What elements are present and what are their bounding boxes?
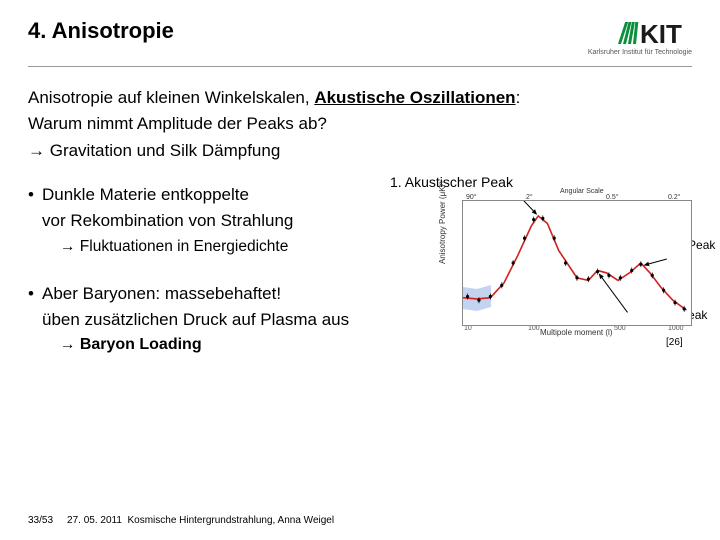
chart-ref: [26] xyxy=(666,337,683,348)
intro-line3: → Gravitation und Silk Dämpfung xyxy=(28,138,692,164)
bullet2-sub-bold: Baryon Loading xyxy=(80,336,202,353)
y-axis-label: Anisotropy Power (μK²) xyxy=(438,181,447,264)
bullet-marker: • xyxy=(28,281,42,307)
intro-line1-pre: Anisotropie auf kleinen Winkelskalen, xyxy=(28,88,314,107)
slide-footer: 33/53 27. 05. 2011 Kosmische Hintergrunds… xyxy=(28,515,334,526)
kit-logo: KIT Karlsruher Institut für Technologie xyxy=(588,18,692,56)
logo-subtitle: Karlsruher Institut für Technologie xyxy=(588,49,692,56)
intro-line1-post: : xyxy=(516,88,521,107)
x-axis-label: Multipole moment (l) xyxy=(540,328,612,337)
peak1-label: 1. Akustischer Peak xyxy=(390,174,513,190)
cmb-power-spectrum-chart: 1. Akustischer Peak 3. Akustischer Peak … xyxy=(440,180,698,350)
chart-svg xyxy=(463,201,691,325)
intro-line1-bold: Akustische Oszillationen xyxy=(314,88,515,107)
intro-line2: Warum nimmt Amplitude der Peaks ab? xyxy=(28,111,692,137)
top-axis-title: Angular Scale xyxy=(560,188,604,195)
bullet-marker: • xyxy=(28,182,42,208)
svg-text:KIT: KIT xyxy=(640,19,682,48)
page-number: 33/53 xyxy=(28,515,53,526)
bullet2-sub-arrow: → xyxy=(60,336,80,353)
slide-title: 4. Anisotropie xyxy=(28,18,174,44)
footer-date: 27. 05. 2011 xyxy=(67,515,122,526)
title-divider xyxy=(28,66,692,67)
footer-desc: Kosmische Hintergrundstrahlung, Anna Wei… xyxy=(127,515,334,526)
